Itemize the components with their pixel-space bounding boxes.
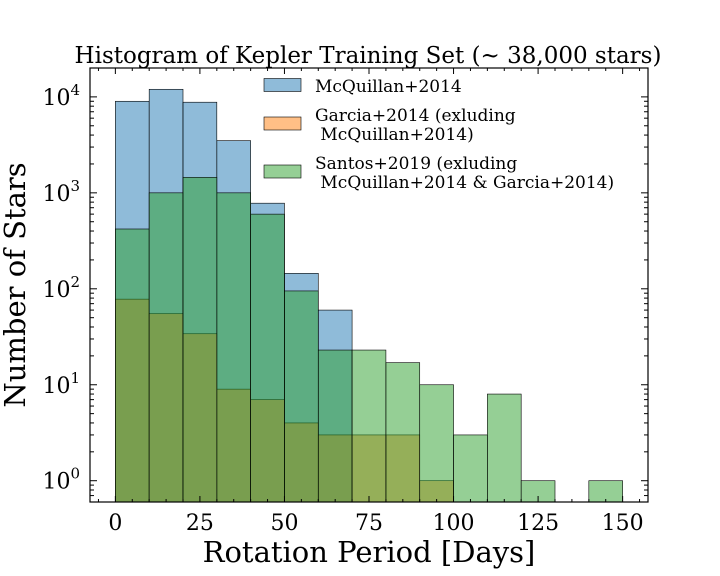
bar-series2-bin11: [487, 393, 522, 503]
x-axis-label: Rotation Period [Days]: [203, 535, 536, 569]
x-tick-label: 125: [517, 511, 559, 536]
bar-series2-bin5: [284, 290, 319, 503]
legend-swatch-2: [263, 164, 302, 179]
bar-series2-bin3: [216, 192, 251, 503]
legend-swatch-0: [263, 78, 302, 92]
y-tick-label: 102: [42, 273, 80, 303]
legend-swatch-1: [263, 116, 302, 131]
bars-layer: [115, 88, 623, 503]
bar-series2-bin8: [385, 362, 421, 503]
legend-label-0: McQuillan+2014: [315, 77, 462, 97]
bar-series2-bin7: [351, 349, 387, 503]
x-tick-label: 0: [108, 511, 122, 536]
x-tick-label: 150: [602, 511, 644, 536]
ticks-layer: 0 25 50 75 100 125 150 100 101 102 103 104: [42, 67, 648, 536]
y-tick-label: 103: [42, 177, 80, 207]
x-tick-label: 50: [270, 511, 298, 536]
legend-label-1: McQuillan+2014): [315, 125, 474, 145]
bar-series2-bin0: [115, 228, 150, 503]
legend-label-2: McQuillan+2014 & Garcia+2014): [315, 173, 614, 193]
bar-series2-bin10: [453, 434, 488, 503]
bar-series2-bin6: [317, 349, 353, 503]
x-tick-label: 75: [355, 511, 383, 536]
chart-title: Histogram of Kepler Training Set (~ 38,0…: [75, 43, 662, 69]
bar-series2-bin9: [419, 384, 454, 503]
y-axis-label: Number of Stars: [0, 162, 32, 407]
bar-series2-bin1: [148, 192, 184, 503]
y-tick-label: 100: [42, 465, 80, 495]
x-tick-label: 100: [433, 511, 475, 536]
y-tick-label: 104: [42, 81, 80, 111]
legend: McQuillan+2014 Garcia+2014 (exluding McQu…: [263, 77, 614, 193]
legend-label-2: Santos+2019 (exluding: [315, 154, 517, 174]
y-tick-label: 101: [42, 369, 80, 399]
legend-label-1: Garcia+2014 (exluding: [315, 106, 516, 126]
bar-series2-bin4: [250, 213, 285, 503]
bar-series2-bin2: [182, 177, 218, 503]
bar-series2-bin14: [588, 480, 623, 503]
x-tick-label: 25: [186, 511, 214, 536]
